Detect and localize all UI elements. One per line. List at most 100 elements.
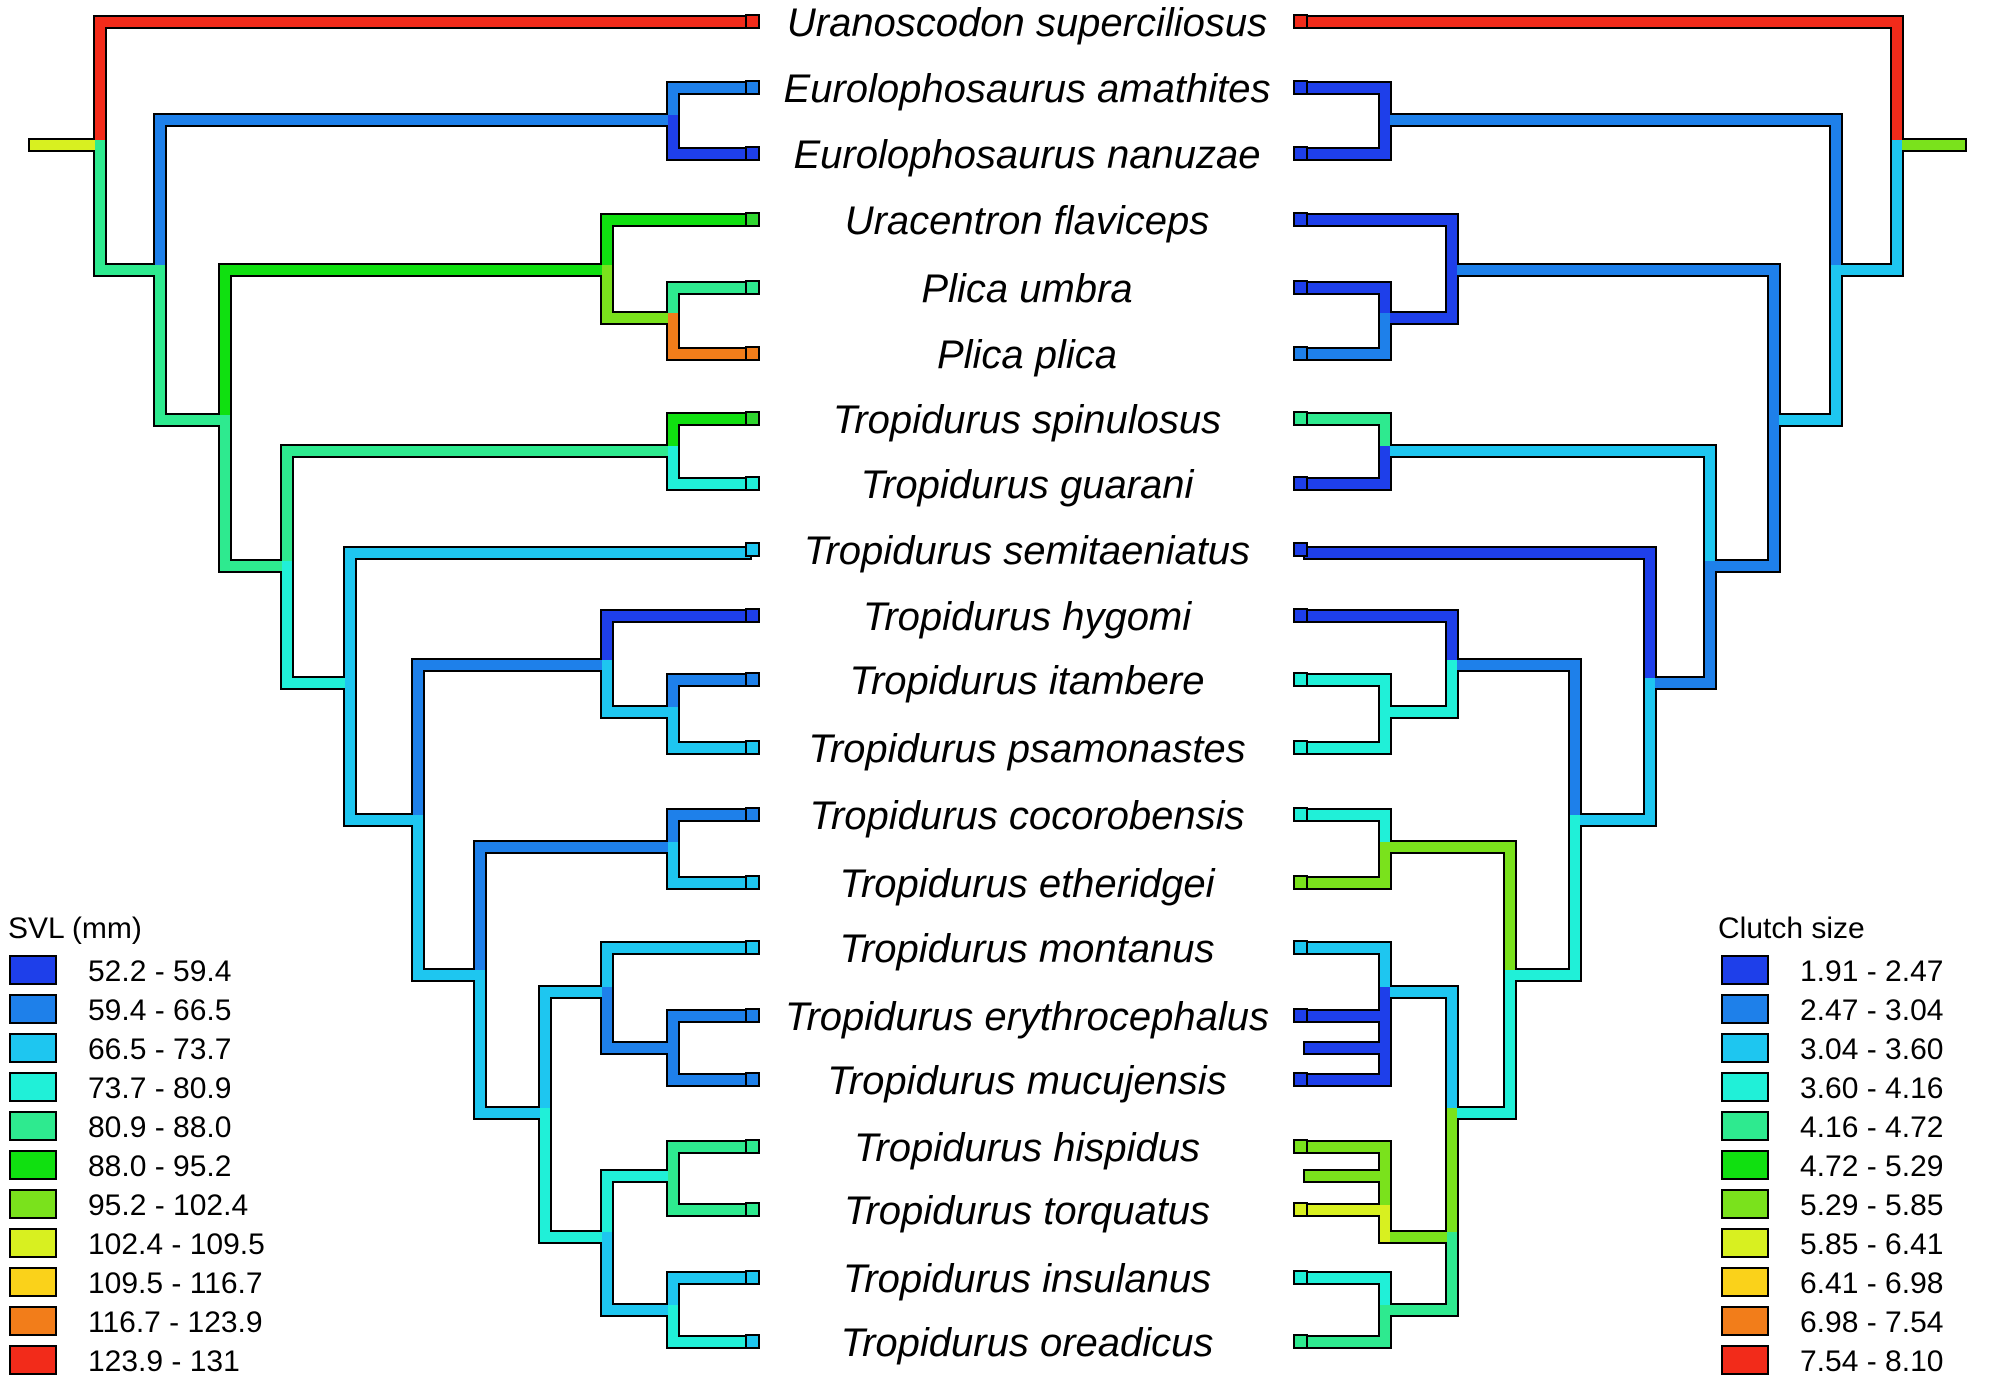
svl-tip-marker — [745, 1334, 760, 1349]
taxon-label: Tropidurus psamonastes — [808, 727, 1245, 771]
taxon-label: Tropidurus spinulosus — [833, 398, 1221, 442]
clutch-size-legend: Clutch size 1.91 - 2.47 2.47 - 3.04 3.04 -… — [1718, 912, 1943, 1378]
taxon-label: Tropidurus cocorobensis — [809, 794, 1244, 838]
clutch-legend-swatch — [1721, 1033, 1769, 1063]
svl-legend: SVL (mm) 52.2 - 59.4 59.4 - 66.5 66.5 - 73… — [8, 912, 265, 1378]
svl-legend-label: 88.0 - 95.2 — [88, 1150, 231, 1183]
clutch-legend-label: 3.60 - 4.16 — [1800, 1072, 1943, 1105]
svl-tip-marker — [745, 212, 760, 227]
svl-tip-marker — [745, 146, 760, 161]
clutch-tip-marker — [1293, 280, 1308, 295]
svl-legend-label: 109.5 - 116.7 — [88, 1267, 263, 1300]
clutch-legend-swatch — [1721, 1189, 1769, 1219]
svl-legend-swatch — [9, 1345, 57, 1375]
taxon-label: Tropidurus montanus — [840, 927, 1215, 971]
svl-legend-label: 66.5 - 73.7 — [88, 1033, 231, 1066]
clutch-tip-marker — [1293, 1334, 1308, 1349]
svl-legend-label: 73.7 - 80.9 — [88, 1072, 231, 1105]
svl-tip-marker — [745, 1270, 760, 1285]
svl-tip-marker — [745, 608, 760, 623]
taxon-label: Uranoscodon superciliosus — [787, 1, 1267, 45]
clutch-legend-label: 6.41 - 6.98 — [1800, 1267, 1943, 1300]
svl-tip-markers — [745, 14, 760, 1349]
svl-legend-label: 52.2 - 59.4 — [88, 955, 231, 988]
svl-legend-label: 102.4 - 109.5 — [88, 1228, 265, 1261]
clutch-legend-label: 1.91 - 2.47 — [1800, 955, 1943, 988]
clutch-legend-swatch — [1721, 1345, 1769, 1375]
svl-tip-marker — [745, 80, 760, 95]
svl-legend-swatch — [9, 1306, 57, 1336]
clutch-legend-swatch — [1721, 1072, 1769, 1102]
svl-legend-label: 80.9 - 88.0 — [88, 1111, 231, 1144]
clutch-tip-marker — [1293, 14, 1308, 29]
clutch-tip-marker — [1293, 807, 1308, 822]
svl-tip-marker — [745, 807, 760, 822]
clutch-tip-marker — [1293, 672, 1308, 687]
clutch-branch-fills — [1305, 17, 1965, 1347]
taxon-label: Eurolophosaurus nanuzae — [793, 133, 1260, 177]
svl-tip-marker — [745, 542, 760, 557]
clutch-legend-swatch — [1721, 955, 1769, 985]
clutch-tip-marker — [1293, 476, 1308, 491]
clutch-tip-markers — [1293, 14, 1308, 1349]
svl-branch-fills — [30, 17, 750, 1347]
svl-legend-title: SVL (mm) — [8, 912, 142, 945]
clutch-tip-marker — [1293, 146, 1308, 161]
clutch-tip-marker — [1293, 1008, 1308, 1023]
clutch-legend-swatch — [1721, 1228, 1769, 1258]
clutch-tip-marker — [1293, 80, 1308, 95]
taxon-label: Tropidurus itambere — [850, 659, 1205, 703]
clutch-legend-label: 5.85 - 6.41 — [1800, 1228, 1943, 1261]
clutch-tip-marker — [1293, 1202, 1308, 1217]
taxon-label: Plica umbra — [921, 267, 1132, 311]
svl-legend-label: 95.2 - 102.4 — [88, 1189, 248, 1222]
taxon-label: Tropidurus erythrocephalus — [785, 995, 1269, 1039]
taxon-label: Tropidurus etheridgei — [839, 862, 1215, 906]
clutch-tip-marker — [1293, 212, 1308, 227]
clutch-legend-label: 3.04 - 3.60 — [1800, 1033, 1943, 1066]
svl-tip-marker — [745, 411, 760, 426]
clutch-legend-label: 5.29 - 5.85 — [1800, 1189, 1943, 1222]
taxon-label: Tropidurus insulanus — [843, 1257, 1211, 1301]
svl-legend-swatch — [9, 1033, 57, 1063]
clutch-legend-label: 7.54 - 8.10 — [1800, 1345, 1943, 1378]
svl-tip-marker — [745, 1008, 760, 1023]
taxon-label: Tropidurus torquatus — [844, 1189, 1210, 1233]
clutch-tip-marker — [1293, 1139, 1308, 1154]
clutch-legend-swatch — [1721, 994, 1769, 1024]
svl-tip-marker — [745, 280, 760, 295]
clutch-tip-marker — [1293, 1270, 1308, 1285]
svl-tree — [28, 15, 752, 1349]
clutch-size-tree — [1303, 15, 1967, 1349]
clutch-legend-swatch — [1721, 1267, 1769, 1297]
clutch-legend-label: 4.72 - 5.29 — [1800, 1150, 1943, 1183]
svl-tip-marker — [745, 672, 760, 687]
svl-legend-label: 59.4 - 66.5 — [88, 994, 231, 1027]
clutch-tip-marker — [1293, 542, 1308, 557]
clutch-legend-label: 4.16 - 4.72 — [1800, 1111, 1943, 1144]
svl-legend-swatch — [9, 1150, 57, 1180]
svl-legend-swatch — [9, 1228, 57, 1258]
clutch-tip-marker — [1293, 875, 1308, 890]
clutch-legend-swatch — [1721, 1150, 1769, 1180]
svl-tip-marker — [745, 1139, 760, 1154]
svl-legend-swatch — [9, 1189, 57, 1219]
svl-tip-marker — [745, 1072, 760, 1087]
clutch-legend-label: 2.47 - 3.04 — [1800, 994, 1943, 1027]
taxon-label: Tropidurus mucujensis — [827, 1059, 1226, 1103]
clutch-tip-marker — [1293, 411, 1308, 426]
svl-tip-marker — [745, 740, 760, 755]
svl-tip-marker — [745, 940, 760, 955]
clutch-legend-swatch — [1721, 1111, 1769, 1141]
svl-tip-marker — [745, 1202, 760, 1217]
svl-tip-marker — [745, 476, 760, 491]
svl-tip-marker — [745, 14, 760, 29]
svl-legend-swatch — [9, 1072, 57, 1102]
taxon-labels: Uranoscodon superciliosus Eurolophosaurus… — [784, 1, 1271, 1365]
taxon-label: Tropidurus hispidus — [854, 1126, 1200, 1170]
svl-legend-swatch — [9, 1267, 57, 1297]
clutch-tip-marker — [1293, 940, 1308, 955]
svl-tip-marker — [745, 875, 760, 890]
clutch-tip-marker — [1293, 740, 1308, 755]
clutch-legend-label: 6.98 - 7.54 — [1800, 1306, 1943, 1339]
